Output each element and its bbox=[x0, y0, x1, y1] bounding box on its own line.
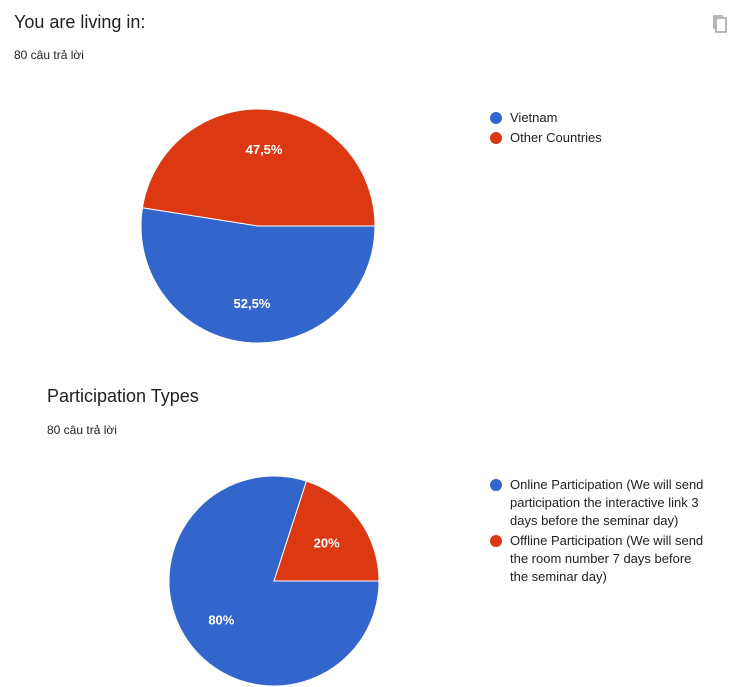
legend-label-offline: Offline Participation (We will send the … bbox=[510, 533, 704, 584]
legend-label-vietnam: Vietnam bbox=[510, 110, 558, 125]
slice-data-label: 20% bbox=[314, 536, 340, 551]
chart2-title: Participation Types bbox=[47, 386, 199, 406]
legend-label-other-countries: Other Countries bbox=[510, 130, 602, 145]
pie-slice[interactable] bbox=[168, 475, 380, 687]
pie-slice[interactable] bbox=[273, 480, 380, 582]
chart1-response-count: 80 câu trả lời bbox=[14, 48, 84, 62]
legend-item-online: Online Participation (We will send parti… bbox=[490, 476, 705, 530]
legend-dot-icon bbox=[490, 479, 502, 491]
copy-icon[interactable] bbox=[712, 14, 728, 34]
legend-dot-icon bbox=[490, 112, 502, 124]
pie-slice[interactable] bbox=[141, 108, 376, 227]
slice-data-label: 80% bbox=[208, 612, 234, 627]
legend-dot-icon bbox=[490, 132, 502, 144]
legend-item-other-countries: Other Countries bbox=[490, 129, 710, 147]
slice-data-label: 52,5% bbox=[234, 296, 271, 311]
chart1-pie: 52,5% 47,5% bbox=[140, 108, 376, 344]
legend-item-vietnam: Vietnam bbox=[490, 109, 710, 127]
legend-dot-icon bbox=[490, 535, 502, 547]
chart2-pie: 80% 20% bbox=[168, 475, 380, 687]
legend-label-online: Online Participation (We will send parti… bbox=[510, 477, 704, 528]
chart1-title: You are living in: bbox=[14, 12, 146, 32]
chart2-legend: Online Participation (We will send parti… bbox=[490, 476, 705, 588]
pie-slice[interactable] bbox=[140, 207, 376, 344]
chart1-legend: Vietnam Other Countries bbox=[490, 109, 710, 149]
legend-item-offline: Offline Participation (We will send the … bbox=[490, 532, 705, 586]
slice-data-label: 47,5% bbox=[246, 142, 283, 157]
chart2-response-count: 80 câu trả lời bbox=[47, 423, 117, 437]
